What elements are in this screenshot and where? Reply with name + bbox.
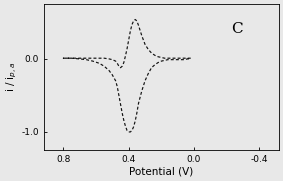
Y-axis label: i / i$_{p,a}$: i / i$_{p,a}$ xyxy=(4,62,19,92)
X-axis label: Potential (V): Potential (V) xyxy=(129,167,194,177)
Text: C: C xyxy=(231,22,242,36)
